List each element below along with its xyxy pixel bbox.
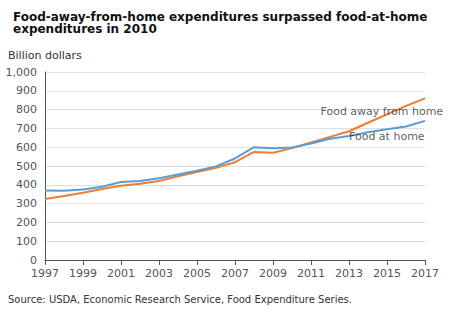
svg-text:0: 0 xyxy=(30,254,37,267)
svg-text:Food-away-from-home expenditur: Food-away-from-home expenditures surpass… xyxy=(13,10,432,24)
svg-text:2011: 2011 xyxy=(297,267,325,280)
svg-text:Billion dollars: Billion dollars xyxy=(8,49,82,62)
svg-text:100: 100 xyxy=(16,235,37,248)
svg-text:200: 200 xyxy=(16,216,37,229)
svg-text:2001: 2001 xyxy=(107,267,135,280)
svg-text:700: 700 xyxy=(16,122,37,135)
svg-text:1997: 1997 xyxy=(31,267,59,280)
svg-text:1999: 1999 xyxy=(69,267,97,280)
svg-text:expenditures in 2010: expenditures in 2010 xyxy=(13,22,157,36)
svg-text:800: 800 xyxy=(16,103,37,116)
svg-text:Food at home: Food at home xyxy=(349,130,425,143)
svg-text:2013: 2013 xyxy=(335,267,363,280)
svg-text:300: 300 xyxy=(16,197,37,210)
svg-text:Source: USDA, Economic Researc: Source: USDA, Economic Research Service,… xyxy=(8,294,352,305)
svg-text:2007: 2007 xyxy=(221,267,249,280)
svg-text:2009: 2009 xyxy=(259,267,287,280)
svg-text:900: 900 xyxy=(16,84,37,97)
svg-text:600: 600 xyxy=(16,141,37,154)
svg-text:400: 400 xyxy=(16,178,37,191)
svg-text:2015: 2015 xyxy=(373,267,401,280)
svg-text:2017: 2017 xyxy=(411,267,439,280)
svg-text:500: 500 xyxy=(16,160,37,173)
svg-text:Food away from home: Food away from home xyxy=(321,105,444,118)
svg-text:2005: 2005 xyxy=(183,267,211,280)
svg-text:1,000: 1,000 xyxy=(6,66,38,79)
svg-text:2003: 2003 xyxy=(145,267,173,280)
